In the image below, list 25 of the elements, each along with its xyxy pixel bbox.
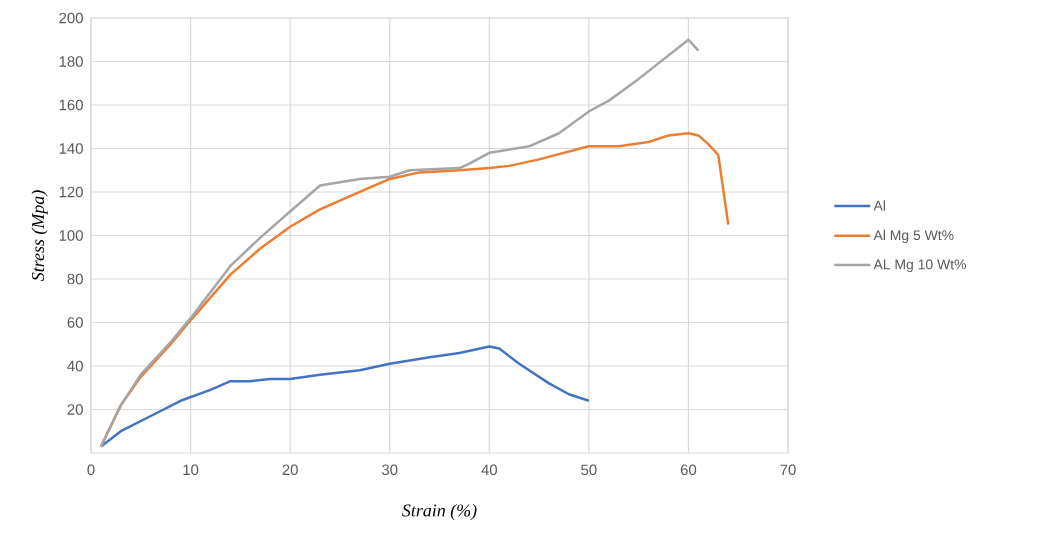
x-tick-label: 40	[481, 464, 498, 476]
legend-label: AL Mg 10 Wt%	[873, 259, 966, 273]
line-series	[99, 38, 700, 448]
x-tick-label: 10	[183, 464, 199, 476]
y-tick-label: 120	[59, 186, 83, 198]
legend-label: Al Mg 5 Wt%	[873, 229, 954, 243]
x-tick-label: 60	[680, 464, 697, 476]
y-tick-label: 140	[59, 143, 83, 154]
y-tick-label: 180	[59, 56, 83, 67]
x-tick-label: 70	[780, 464, 796, 476]
y-axis-title: Stress (Mpa)	[31, 190, 48, 282]
y-tick-label: 80	[67, 273, 83, 285]
y-tick-label: 40	[67, 360, 83, 372]
legend-label: Al	[873, 200, 885, 211]
y-tick-label: 100	[59, 230, 83, 241]
x-axis-title: Strain (%)	[402, 503, 477, 521]
y-tick-label: 160	[59, 99, 83, 111]
x-tick-label: 0	[87, 464, 95, 476]
y-tick-label: 60	[67, 317, 83, 328]
line-series	[99, 345, 591, 448]
x-tick-label: 50	[581, 464, 597, 476]
y-tick-label: 20	[67, 404, 83, 415]
x-tick-label: 30	[381, 464, 398, 476]
x-tick-label: 20	[282, 464, 298, 476]
y-tick-label: 200	[59, 12, 83, 24]
